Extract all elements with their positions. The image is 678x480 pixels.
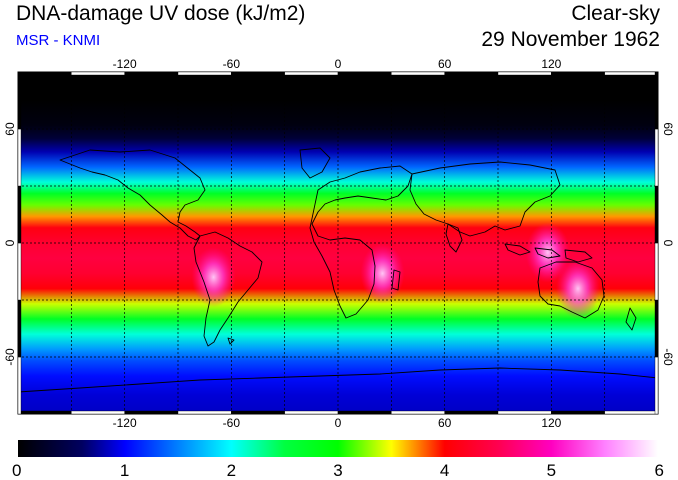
frame-tick	[124, 410, 179, 415]
coastlines	[18, 147, 658, 393]
frame-tick	[17, 128, 22, 187]
frame-tick	[497, 410, 552, 415]
frame-tick	[444, 71, 499, 76]
frame-tick	[497, 71, 552, 76]
tick-labels: -120 -120 -60 -60 0 0 60 60 120 120 60 60 0 0 -60 -60	[3, 57, 675, 430]
frame-ticks	[17, 71, 659, 415]
colorbar-label: 2	[227, 461, 236, 480]
frame-tick	[337, 71, 392, 76]
frame-tick	[654, 356, 659, 415]
lon-tick-label: 60	[438, 416, 452, 430]
frame-tick	[604, 71, 659, 76]
frame-tick	[17, 185, 22, 244]
frame-tick	[654, 128, 659, 187]
frame-tick	[654, 71, 659, 130]
frame-tick	[71, 410, 125, 415]
frame-tick	[17, 356, 22, 415]
frame-tick	[551, 410, 605, 415]
frame-tick	[17, 242, 22, 301]
lon-tick-label: -60	[223, 57, 241, 71]
lon-tick-label: -60	[223, 416, 241, 430]
colorbar-label: 0	[12, 461, 21, 480]
map-title: DNA-damage UV dose (kJ/m2)	[16, 2, 306, 25]
colorbar	[18, 440, 658, 457]
lon-tick-label: 60	[438, 57, 452, 71]
frame-tick	[391, 71, 445, 76]
frame-tick	[391, 410, 445, 415]
frame-tick	[177, 410, 232, 415]
colorbar-label: 1	[120, 461, 129, 480]
lon-tick-label: 120	[541, 57, 561, 71]
frame-tick	[124, 71, 179, 76]
frame-tick	[604, 410, 659, 415]
lat-lon-grid	[18, 72, 658, 414]
colorbar-label: 5	[547, 461, 556, 480]
colorbar-label: 3	[333, 461, 342, 480]
colorbar-label: 4	[440, 461, 449, 480]
frame-tick	[17, 71, 72, 76]
colorbar-label: 6	[655, 461, 664, 480]
lat-tick-label-right: 60	[661, 122, 675, 136]
frame-tick	[231, 410, 285, 415]
sky-mode-label: Clear-sky	[571, 2, 660, 25]
frame-tick	[444, 410, 499, 415]
frame-tick	[284, 410, 339, 415]
lon-tick-label: 0	[335, 57, 342, 71]
frame-tick	[654, 299, 659, 358]
frame-tick	[654, 242, 659, 301]
lon-tick-label: -120	[113, 57, 137, 71]
hotspot-southern-africa	[360, 243, 405, 304]
frame-tick	[231, 71, 285, 76]
frame-tick	[654, 185, 659, 244]
lat-tick-label-right: 0	[661, 240, 675, 247]
frame-tick	[177, 71, 232, 76]
frame-tick	[17, 71, 22, 130]
lon-tick-label: -120	[113, 416, 137, 430]
lat-tick-label-left: 0	[3, 239, 17, 246]
hotspot-australia	[556, 258, 600, 319]
hotspot-indonesia	[525, 222, 570, 283]
lat-tick-label-left: -60	[3, 348, 17, 366]
frame-tick	[551, 71, 605, 76]
frame-tick	[17, 299, 22, 358]
date-label: 29 November 1962	[481, 28, 660, 51]
colorbar-labels: 0 1 2 3 4 5 6	[12, 461, 664, 480]
lon-tick-label: 120	[541, 416, 561, 430]
lat-tick-label-left: 60	[3, 122, 17, 136]
hotspot-andes	[191, 247, 236, 308]
frame-tick	[284, 71, 339, 76]
source-label: MSR - KNMI	[16, 32, 101, 49]
lat-tick-label-right: -60	[661, 348, 675, 366]
frame-tick	[337, 410, 392, 415]
frame-tick	[17, 410, 72, 415]
frame-tick	[71, 71, 125, 76]
lon-tick-label: 0	[335, 416, 342, 430]
